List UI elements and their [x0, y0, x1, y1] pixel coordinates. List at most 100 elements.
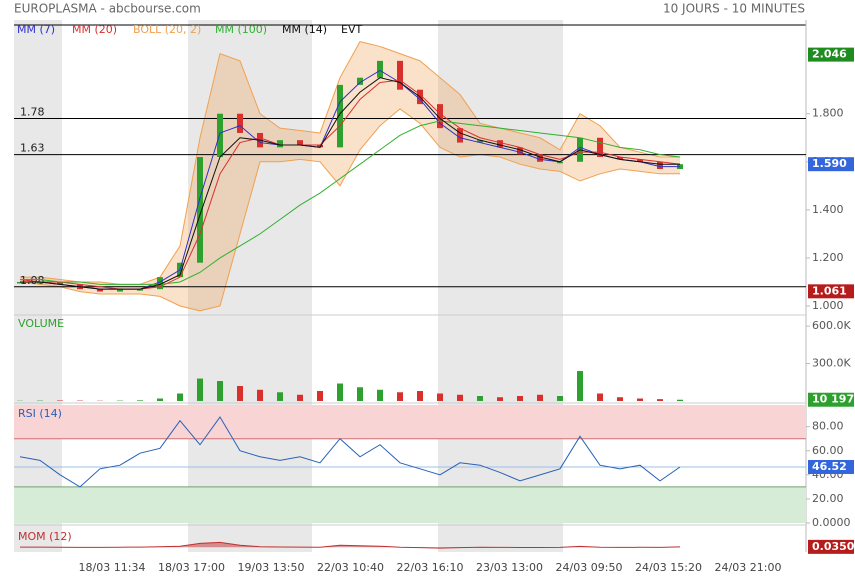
volume-bar [197, 378, 203, 401]
ma-line [20, 77, 680, 290]
candle [117, 289, 123, 292]
level-label: 1.63 [20, 142, 45, 155]
boll-band [240, 60, 260, 234]
y-tick-label: 1.200 [812, 251, 844, 264]
candle [477, 140, 483, 143]
x-tick-label: 18/03 17:00 [158, 561, 225, 574]
panel-title: VOLUME [18, 317, 64, 330]
candle [237, 113, 243, 133]
volume-bar [637, 398, 643, 401]
boll-band [360, 41, 380, 150]
candle [537, 154, 543, 162]
boll-band [260, 113, 280, 162]
volume-bar [557, 396, 563, 401]
last-value-box [808, 392, 854, 407]
last-value: 46.52 [812, 460, 847, 473]
candle [37, 281, 43, 284]
boll-band [600, 125, 620, 174]
volume-bar [417, 391, 423, 401]
candle [277, 140, 283, 148]
last-value-box [808, 539, 854, 554]
last-value: 1.590 [812, 157, 847, 170]
candle [457, 128, 463, 143]
boll-band [660, 156, 680, 174]
legend-entry: EVT [341, 23, 362, 36]
y-tick-label: 600.0K [812, 319, 851, 332]
volume-bar [377, 389, 383, 401]
candle [557, 161, 563, 164]
y-tick-label: 60.00 [812, 444, 844, 457]
day-band [188, 20, 312, 552]
x-tick-label: 22/03 16:10 [397, 561, 464, 574]
volume-bar [157, 398, 163, 401]
panel-title: RSI (14) [18, 407, 62, 420]
volume-bar [137, 400, 143, 401]
legend-entry: MM (7) [17, 23, 55, 36]
candle [397, 60, 403, 90]
volume-bar [437, 393, 443, 401]
candle [337, 84, 343, 148]
volume-bar [397, 392, 403, 401]
legend-entry: MM (14) [282, 23, 327, 36]
x-tick-label: 24/03 15:20 [635, 561, 702, 574]
candle [357, 77, 363, 85]
candle [57, 281, 63, 285]
last-value: 2.046 [812, 48, 847, 61]
last-value-box [808, 157, 854, 172]
volume-bar [317, 391, 323, 401]
x-tick-label: 24/03 09:50 [556, 561, 623, 574]
y-tick-label: 1.400 [812, 203, 844, 216]
y-tick-label: 20.00 [812, 492, 844, 505]
volume-bar [577, 371, 583, 401]
level-label: 1.78 [20, 106, 45, 119]
last-value-box [808, 47, 854, 62]
level-label: 1.08 [20, 274, 45, 287]
ma-line [20, 120, 681, 285]
volume-bar [477, 396, 483, 401]
boll-band [500, 128, 520, 165]
y-tick-label: 0.0000 [812, 516, 851, 529]
period: 10 JOURS - 10 MINUTES [663, 2, 805, 16]
candle [97, 289, 103, 292]
candle [137, 289, 143, 291]
volume-bar [357, 387, 363, 401]
boll-band [620, 147, 640, 172]
legend-entry: MM (20) [72, 23, 117, 36]
boll-band [580, 113, 600, 182]
x-tick-label: 24/03 21:00 [715, 561, 782, 574]
legend-entry: MM (100) [215, 23, 267, 36]
y-tick-label: 300.0K [812, 357, 851, 370]
day-bands [14, 20, 563, 552]
candle [377, 60, 383, 78]
candle [437, 104, 443, 129]
y-tick-label: 80.00 [812, 420, 844, 433]
candle [597, 137, 603, 157]
last-value: 1.061 [812, 284, 847, 297]
y-tick-label: 1.000 [812, 299, 844, 312]
candle [657, 161, 663, 170]
boll-band [400, 53, 420, 124]
x-tick-label: 18/03 11:34 [79, 561, 146, 574]
volume-bar [497, 397, 503, 401]
mom-line [20, 541, 681, 549]
page-title: EUROPLASMA - abcbourse.com [14, 2, 201, 16]
volume-bar [177, 393, 183, 401]
candle [157, 277, 163, 290]
y-tick-label: 1.800 [812, 107, 844, 120]
last-value-box [808, 284, 854, 299]
volume-bar [217, 381, 223, 401]
last-value: 0.0350 [812, 540, 855, 553]
boll-band [320, 77, 340, 186]
volume-bar [537, 394, 543, 401]
volume-bar [517, 396, 523, 401]
last-value: 10 197 [812, 393, 854, 406]
boll-band [340, 41, 360, 186]
boll-band [220, 53, 240, 306]
volume-bar [617, 397, 623, 401]
volume-bar [277, 392, 283, 401]
candle [297, 140, 303, 145]
panel-title: MOM (12) [18, 530, 72, 543]
boll-band [380, 46, 400, 126]
volume-bar [677, 399, 683, 401]
candle [197, 156, 203, 263]
